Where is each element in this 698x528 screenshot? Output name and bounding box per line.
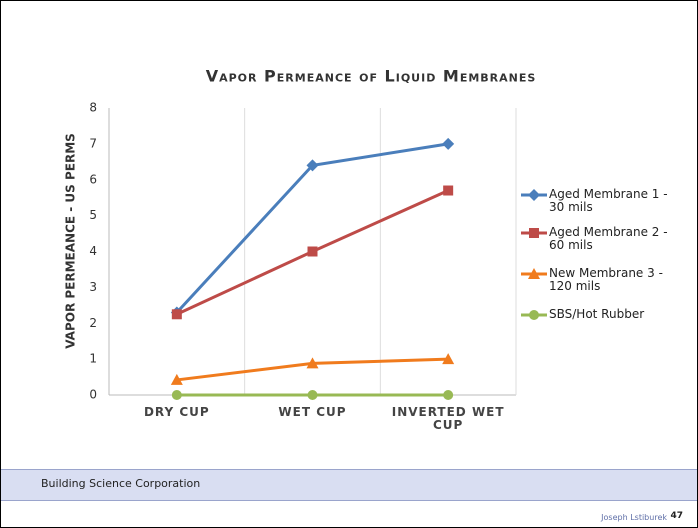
marker [443, 185, 454, 196]
page-number: 47 [670, 511, 683, 521]
legend-label: SBS/Hot Rubber [549, 307, 645, 321]
y-tick-label: 8 [89, 101, 97, 115]
marker [443, 390, 454, 400]
legend-label: Aged Membrane 1 - 30 mils [549, 187, 668, 214]
y-tick-label: 7 [89, 136, 97, 150]
marker [306, 159, 319, 172]
y-tick-label: 2 [89, 316, 97, 330]
marker [442, 353, 455, 365]
marker [442, 137, 455, 150]
marker [170, 373, 183, 385]
x-tick-label: WET CUP [278, 405, 347, 419]
x-tick-label: INVERTED WET CUP [391, 405, 505, 432]
marker [529, 228, 539, 238]
y-tick-label: 0 [89, 388, 97, 402]
marker [307, 246, 318, 257]
legend-label: New Membrane 3 - 120 mils [549, 266, 663, 293]
marker [171, 390, 182, 400]
footer-bar: Building Science Corporation [1, 469, 697, 501]
x-tick-label: DRY CUP [143, 405, 210, 419]
y-tick-label: 1 [89, 352, 97, 366]
author: Joseph Lstiburek [601, 513, 667, 522]
marker [307, 390, 318, 400]
marker [528, 268, 540, 279]
y-tick-label: 4 [89, 244, 97, 258]
y-tick-label: 6 [89, 172, 97, 186]
y-tick-label: 3 [89, 280, 97, 294]
marker [528, 189, 540, 201]
chart-title: Vapor Permeance of Liquid Membranes [206, 67, 537, 86]
legend-label: Aged Membrane 2 - 60 mils [549, 225, 668, 252]
y-tick-label: 5 [89, 208, 97, 222]
marker [306, 357, 319, 369]
marker [171, 309, 182, 320]
y-axis-title: VAPOR PERMEANCE - US PERMS [64, 133, 78, 349]
marker [529, 310, 539, 320]
organization: Building Science Corporation [41, 477, 201, 490]
